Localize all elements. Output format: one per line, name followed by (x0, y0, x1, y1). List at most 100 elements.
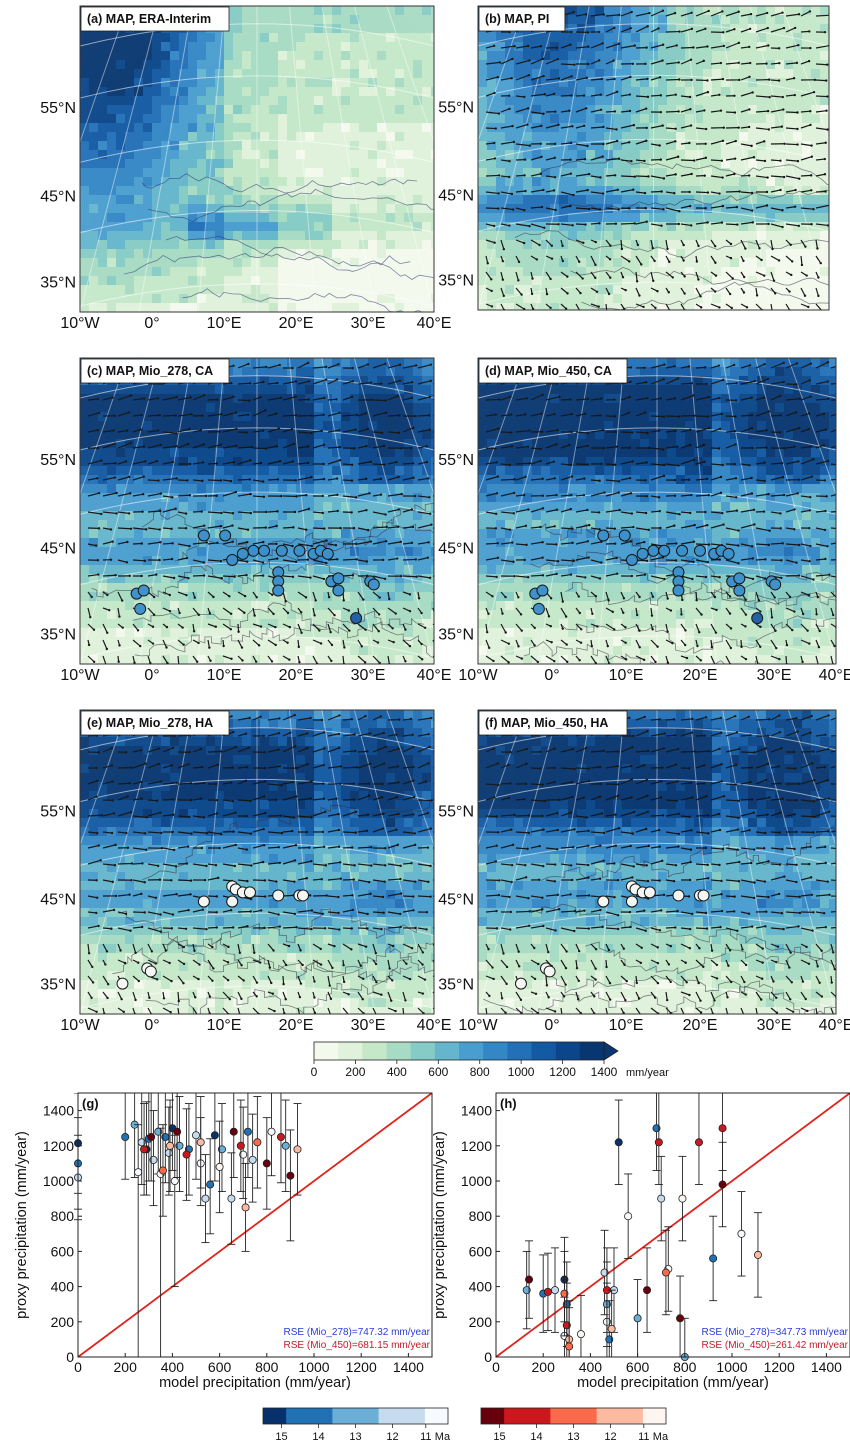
age-unit-label: Ma (435, 1431, 451, 1443)
age-tick-label: 15 (275, 1431, 287, 1443)
longitude-label: 0° (144, 1017, 159, 1034)
longitude-label: 0° (544, 667, 559, 684)
longitude-label: 40°E (417, 315, 452, 332)
data-point (738, 1230, 745, 1237)
data-point (249, 1156, 256, 1163)
data-point (166, 1142, 173, 1149)
longitude-label: 20°E (279, 315, 314, 332)
data-point (294, 1146, 301, 1153)
x-tick-label: 800 (673, 1359, 697, 1375)
data-point (148, 1133, 155, 1140)
age-tick-label: 14 (530, 1431, 542, 1443)
data-point (192, 1132, 199, 1139)
x-axis-label: model precipitation (mm/year) (577, 1375, 769, 1391)
latitude-label: 55°N (40, 100, 76, 117)
longitude-label: 30°E (757, 1017, 792, 1034)
rse-annotation: RSE (Mio_278)=347.73 mm/year (702, 1327, 849, 1338)
colorbar-swatch (338, 1042, 362, 1060)
one-to-one-line (78, 1093, 432, 1357)
x-tick-label: 400 (161, 1359, 185, 1375)
data-point (710, 1255, 717, 1262)
rse-annotation: RSE (Mio_278)=747.32 mm/year (284, 1327, 431, 1338)
longitude-label: 10°W (60, 1017, 100, 1034)
data-point (207, 1181, 214, 1188)
longitude-label: 10°E (207, 667, 242, 684)
longitude-label: 40°E (417, 667, 452, 684)
data-point (676, 1315, 683, 1322)
longitude-label: 10°W (458, 1017, 498, 1034)
y-tick-label: 600 (51, 1243, 75, 1259)
x-tick-label: 600 (208, 1359, 232, 1375)
chart-panel-label: (g) (82, 1096, 99, 1111)
y-tick-label: 1400 (43, 1103, 74, 1119)
latitude-label: 55°N (438, 99, 474, 116)
latitude-label: 35°N (438, 626, 474, 643)
data-point (577, 1331, 584, 1338)
x-tick-label: 200 (114, 1359, 138, 1375)
x-tick-label: 1000 (716, 1359, 747, 1375)
latitude-label: 35°N (40, 626, 76, 643)
latitude-label: 55°N (40, 803, 76, 820)
colorbar-tick-label: 1400 (591, 1065, 618, 1079)
x-tick-label: 1000 (298, 1359, 329, 1375)
x-tick-label: 1400 (393, 1359, 424, 1375)
latitude-label: 35°N (438, 273, 474, 290)
map-panel-label: (d) MAP, Mio_450, CA (485, 364, 612, 378)
y-tick-label: 400 (51, 1279, 75, 1295)
longitude-label: 0° (144, 667, 159, 684)
data-point (183, 1151, 190, 1158)
data-point (662, 1269, 669, 1276)
data-point (197, 1139, 204, 1146)
latitude-label: 45°N (40, 891, 76, 908)
age-tick-label: 11 (420, 1431, 431, 1443)
data-point (754, 1251, 761, 1258)
longitude-label: 40°E (417, 1017, 452, 1034)
y-axis-label: proxy precipitation (mm/year) (14, 1131, 30, 1319)
x-axis-label: model precipitation (mm/year) (159, 1375, 351, 1391)
longitude-label: 30°E (351, 315, 386, 332)
colorbar-swatch (435, 1042, 459, 1060)
colorbar-unit: mm/year (626, 1067, 669, 1079)
data-point (282, 1142, 289, 1149)
longitude-label: 10°E (609, 1017, 644, 1034)
latitude-label: 45°N (438, 187, 474, 204)
data-point (230, 1128, 237, 1135)
x-tick-label: 1200 (764, 1359, 795, 1375)
data-point (679, 1195, 686, 1202)
age-tick-label: 13 (349, 1431, 361, 1443)
latitude-label: 45°N (438, 541, 474, 558)
data-point (544, 1288, 551, 1295)
longitude-label: 0° (144, 315, 159, 332)
data-point (216, 1163, 223, 1170)
latitude-label: 45°N (40, 541, 76, 558)
data-point (719, 1181, 726, 1188)
data-point (287, 1172, 294, 1179)
longitude-label: 20°E (279, 667, 314, 684)
data-point (228, 1195, 235, 1202)
age-unit-label: Ma (653, 1431, 669, 1443)
data-point (135, 1169, 142, 1176)
y-tick-label: 1400 (461, 1103, 492, 1119)
data-point (165, 1149, 172, 1156)
colorbar-swatch (387, 1042, 411, 1060)
data-point (174, 1128, 181, 1135)
longitude-label: 0° (544, 1017, 559, 1034)
x-tick-label: 800 (255, 1359, 279, 1375)
longitude-label: 20°E (683, 667, 718, 684)
longitude-label: 20°E (279, 1017, 314, 1034)
colorbar-tick-label: 800 (470, 1065, 490, 1079)
x-tick-label: 400 (579, 1359, 603, 1375)
colorbar-tick-label: 400 (387, 1065, 407, 1079)
x-tick-label: 1200 (346, 1359, 377, 1375)
longitude-label: 10°W (60, 667, 100, 684)
longitude-label: 10°E (207, 1017, 242, 1034)
y-tick-label: 400 (469, 1279, 493, 1295)
x-tick-label: 600 (626, 1359, 650, 1375)
y-tick-label: 1200 (43, 1138, 74, 1154)
longitude-label: 40°E (819, 667, 850, 684)
